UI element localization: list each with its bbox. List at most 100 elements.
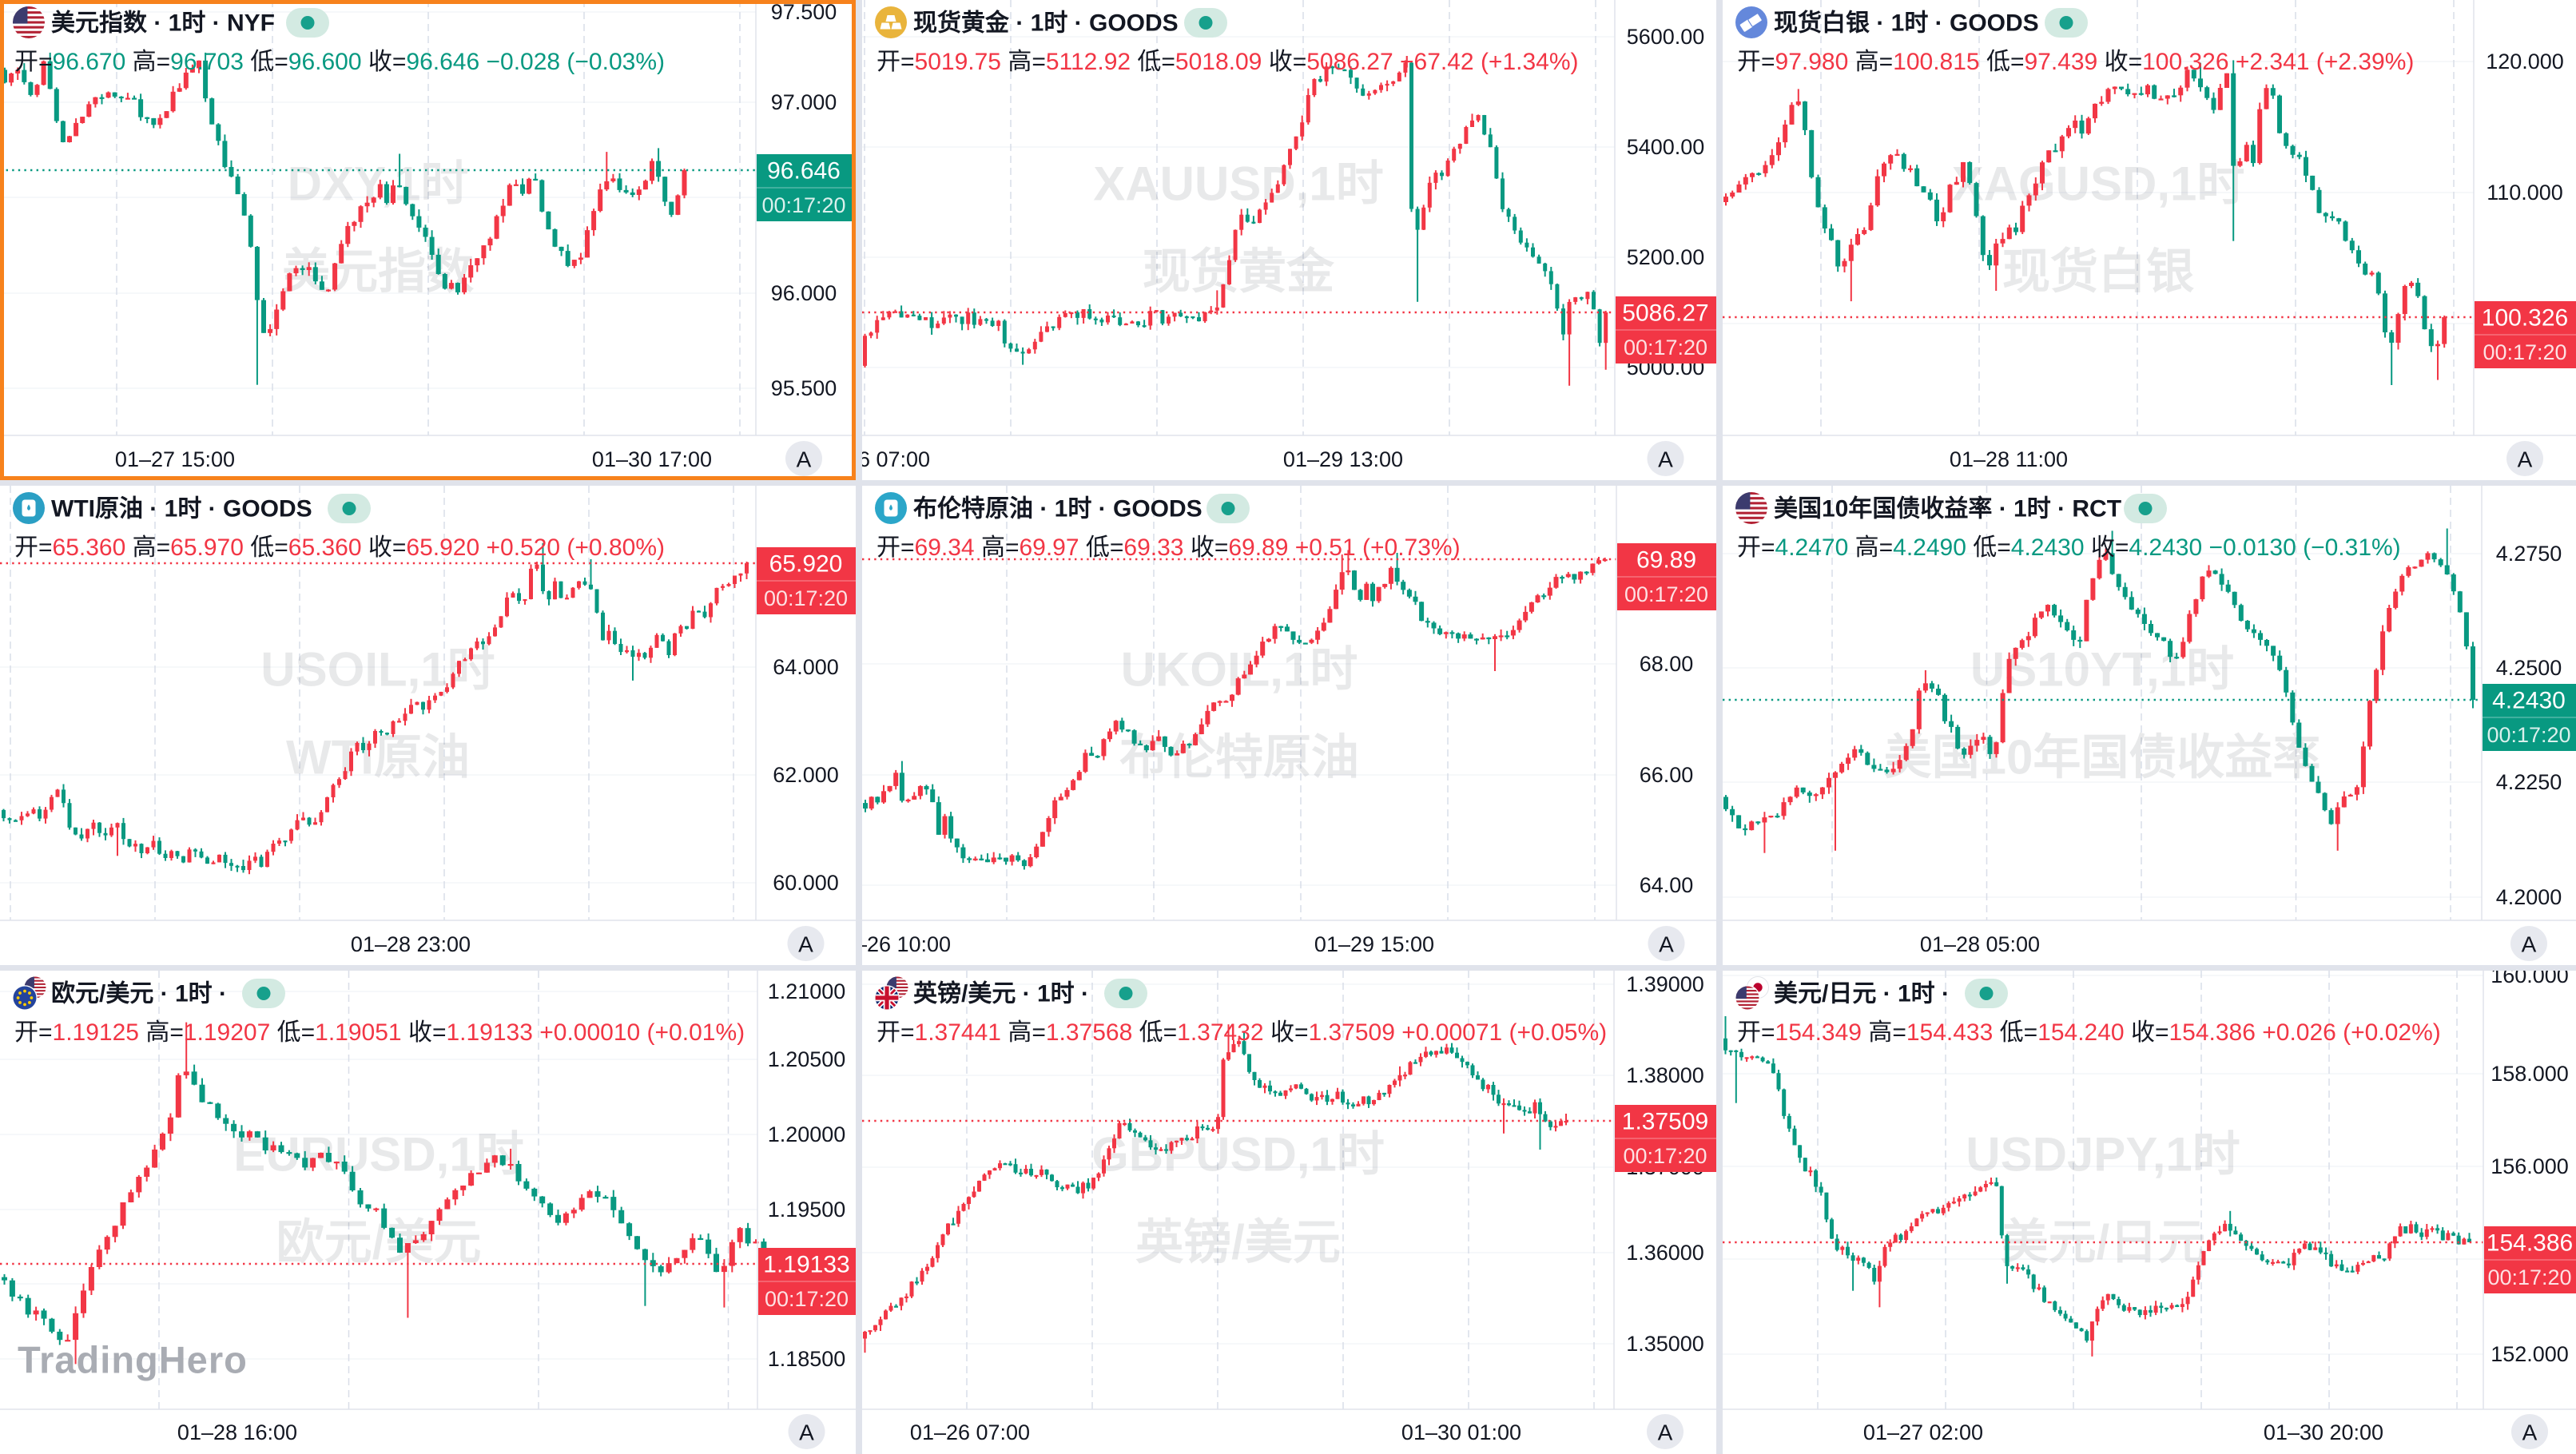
svg-text:欧元/美元 · 1时 ·: 欧元/美元 · 1时 · bbox=[51, 980, 227, 1007]
svg-text:现货白银: 现货白银 bbox=[2002, 245, 2194, 299]
svg-text:00:17:20: 00:17:20 bbox=[1624, 582, 1708, 606]
svg-text:美元指数: 美元指数 bbox=[282, 245, 474, 299]
svg-text:160.000: 160.000 bbox=[2491, 971, 2569, 987]
svg-text:1.38000: 1.38000 bbox=[1626, 1063, 1704, 1087]
svg-text:65.920: 65.920 bbox=[769, 551, 843, 578]
svg-text:TradingHero: TradingHero bbox=[18, 1339, 248, 1381]
svg-text:XAUUSD,1时: XAUUSD,1时 bbox=[1093, 157, 1383, 211]
svg-text:现货黄金 · 1时 · GOODS: 现货黄金 · 1时 · GOODS bbox=[913, 10, 1179, 37]
svg-text:1.39000: 1.39000 bbox=[1626, 972, 1704, 996]
svg-text:4.2430: 4.2430 bbox=[2492, 688, 2566, 714]
svg-text:5600.00: 5600.00 bbox=[1627, 25, 1705, 49]
svg-text:A: A bbox=[2522, 1420, 2538, 1445]
svg-text:开=154.349 高=154.433 低=154.240: 开=154.349 高=154.433 低=154.240 收=154.386 … bbox=[1737, 1019, 2441, 1046]
svg-text:01–30 17:00: 01–30 17:00 bbox=[592, 447, 712, 471]
svg-text:96.646: 96.646 bbox=[767, 158, 841, 185]
svg-text:152.000: 152.000 bbox=[2491, 1342, 2569, 1366]
svg-text:美元/日元: 美元/日元 bbox=[2001, 1216, 2206, 1269]
svg-text:64.00: 64.00 bbox=[1640, 873, 1694, 897]
svg-text:英镑/美元: 英镑/美元 bbox=[1135, 1216, 1341, 1269]
svg-text:美国10年国债收益率: 美国10年国债收益率 bbox=[1884, 731, 2321, 785]
svg-text:开=69.34 高=69.97 低=69.33 收=69.8: 开=69.34 高=69.97 低=69.33 收=69.89 +0.51 (+… bbox=[877, 534, 1461, 561]
svg-text:XAGUSD,1时: XAGUSD,1时 bbox=[1952, 157, 2245, 211]
svg-text:A: A bbox=[798, 932, 813, 957]
svg-text:4.2750: 4.2750 bbox=[2496, 542, 2562, 566]
svg-text:5200.00: 5200.00 bbox=[1627, 245, 1705, 269]
svg-text:现货白银 · 1时 · GOODS: 现货白银 · 1时 · GOODS bbox=[1774, 10, 2039, 37]
svg-text:A: A bbox=[1659, 932, 1674, 957]
svg-text:4.2500: 4.2500 bbox=[2496, 656, 2562, 680]
svg-text:00:17:20: 00:17:20 bbox=[1623, 1144, 1707, 1168]
svg-text:01–30 20:00: 01–30 20:00 bbox=[2264, 1420, 2383, 1444]
svg-text:00:17:20: 00:17:20 bbox=[2487, 723, 2570, 747]
svg-text:01–29 13:00: 01–29 13:00 bbox=[1283, 447, 1403, 471]
svg-text:开=65.360 高=65.970 低=65.360 收=6: 开=65.360 高=65.970 低=65.360 收=65.920 +0.5… bbox=[14, 534, 665, 561]
svg-text:开=1.37441 高=1.37568 低=1.37432: 开=1.37441 高=1.37568 低=1.37432 收=1.37509 … bbox=[877, 1019, 1607, 1046]
svg-text:4.2250: 4.2250 bbox=[2496, 770, 2562, 794]
svg-text:布伦特原油: 布伦特原油 bbox=[1119, 731, 1359, 785]
svg-text:01–28 05:00: 01–28 05:00 bbox=[1920, 932, 2040, 956]
svg-text:现货黄金: 现货黄金 bbox=[1143, 245, 1335, 299]
svg-text:英镑/美元 · 1时 ·: 英镑/美元 · 1时 · bbox=[913, 980, 1089, 1007]
svg-text:96.000: 96.000 bbox=[771, 281, 837, 305]
svg-text:开=4.2470 高=4.2490 低=4.2430 收=4: 开=4.2470 高=4.2490 低=4.2430 收=4.2430 −0.0… bbox=[1737, 534, 2401, 561]
svg-text:100.326: 100.326 bbox=[2482, 305, 2568, 332]
svg-text:4.2000: 4.2000 bbox=[2496, 885, 2562, 909]
svg-text:156.000: 156.000 bbox=[2491, 1154, 2569, 1178]
svg-text:01–26 07:00: 01–26 07:00 bbox=[910, 1420, 1030, 1444]
svg-text:USOIL,1时: USOIL,1时 bbox=[260, 643, 495, 697]
svg-text:A: A bbox=[2518, 447, 2533, 472]
svg-text:00:17:20: 00:17:20 bbox=[2483, 340, 2566, 364]
svg-text:1.36000: 1.36000 bbox=[1626, 1241, 1704, 1265]
svg-text:01–28 11:00: 01–28 11:00 bbox=[1950, 447, 2068, 471]
svg-text:01–28 16:00: 01–28 16:00 bbox=[177, 1420, 297, 1444]
svg-text:DXY,1时: DXY,1时 bbox=[288, 157, 469, 211]
svg-text:USDJPY,1时: USDJPY,1时 bbox=[1966, 1128, 2240, 1182]
svg-text:00:17:20: 00:17:20 bbox=[2487, 1265, 2571, 1289]
svg-text:1.19500: 1.19500 bbox=[768, 1198, 846, 1222]
svg-text:1.20500: 1.20500 bbox=[768, 1047, 846, 1071]
svg-text:01–26 10:00: 01–26 10:00 bbox=[862, 932, 951, 956]
svg-text:00:17:20: 00:17:20 bbox=[765, 1287, 849, 1311]
svg-text:A: A bbox=[1658, 447, 1673, 472]
svg-text:01–27 15:00: 01–27 15:00 bbox=[115, 447, 235, 471]
svg-text:A: A bbox=[799, 1420, 814, 1445]
svg-text:95.500: 95.500 bbox=[771, 376, 837, 400]
svg-text:EURUSD,1时: EURUSD,1时 bbox=[233, 1128, 523, 1182]
svg-text:110.000: 110.000 bbox=[2487, 181, 2563, 205]
svg-text:开=97.980 高=100.815 低=97.439 收=: 开=97.980 高=100.815 低=97.439 收=100.326 +2… bbox=[1737, 49, 2414, 75]
svg-text:01–26 07:00: 01–26 07:00 bbox=[862, 447, 930, 471]
svg-text:68.00: 68.00 bbox=[1640, 652, 1694, 676]
svg-text:美元指数 · 1时 · NYF: 美元指数 · 1时 · NYF bbox=[51, 10, 275, 37]
svg-text:欧元/美元: 欧元/美元 bbox=[276, 1216, 482, 1269]
svg-text:1.19133: 1.19133 bbox=[763, 1252, 849, 1278]
svg-text:158.000: 158.000 bbox=[2491, 1062, 2569, 1086]
svg-text:69.89: 69.89 bbox=[1636, 547, 1696, 574]
svg-text:A: A bbox=[2522, 932, 2537, 957]
svg-text:1.18500: 1.18500 bbox=[768, 1347, 846, 1371]
svg-text:62.000: 62.000 bbox=[773, 763, 839, 787]
svg-text:00:17:20: 00:17:20 bbox=[1624, 336, 1707, 360]
svg-text:WTI原油: WTI原油 bbox=[286, 731, 470, 785]
svg-text:1.20000: 1.20000 bbox=[768, 1122, 846, 1146]
svg-text:开=5019.75 高=5112.92 低=5018.09: 开=5019.75 高=5112.92 低=5018.09 收=5086.27 … bbox=[877, 49, 1579, 75]
svg-text:120.000: 120.000 bbox=[2486, 50, 2564, 73]
svg-text:154.386: 154.386 bbox=[2487, 1230, 2573, 1257]
svg-text:美国10年国债收益率 · 1时 · RCT: 美国10年国债收益率 · 1时 · RCT bbox=[1774, 495, 2121, 522]
svg-text:66.00: 66.00 bbox=[1640, 763, 1694, 787]
svg-text:60.000: 60.000 bbox=[773, 871, 839, 895]
svg-text:00:17:20: 00:17:20 bbox=[764, 586, 848, 610]
svg-text:A: A bbox=[797, 447, 812, 472]
svg-text:1.35000: 1.35000 bbox=[1626, 1332, 1704, 1356]
svg-text:1.21000: 1.21000 bbox=[768, 979, 846, 1003]
svg-text:97.000: 97.000 bbox=[771, 90, 837, 114]
svg-text:5086.27: 5086.27 bbox=[1622, 300, 1708, 327]
svg-text:01–29 15:00: 01–29 15:00 bbox=[1314, 932, 1434, 956]
svg-text:开=96.670 高=96.703 低=96.600 收=9: 开=96.670 高=96.703 低=96.600 收=96.646 −0.0… bbox=[14, 49, 665, 75]
svg-text:A: A bbox=[1658, 1420, 1673, 1445]
svg-text:01–27 02:00: 01–27 02:00 bbox=[1863, 1420, 1983, 1444]
svg-text:WTI原油 · 1时 · GOODS: WTI原油 · 1时 · GOODS bbox=[51, 496, 312, 522]
svg-text:01–30 01:00: 01–30 01:00 bbox=[1401, 1420, 1521, 1444]
svg-text:开=1.19125 高=1.19207 低=1.19051: 开=1.19125 高=1.19207 低=1.19051 收=1.19133 … bbox=[14, 1019, 745, 1046]
svg-text:美元/日元 · 1时 ·: 美元/日元 · 1时 · bbox=[1774, 980, 1950, 1007]
